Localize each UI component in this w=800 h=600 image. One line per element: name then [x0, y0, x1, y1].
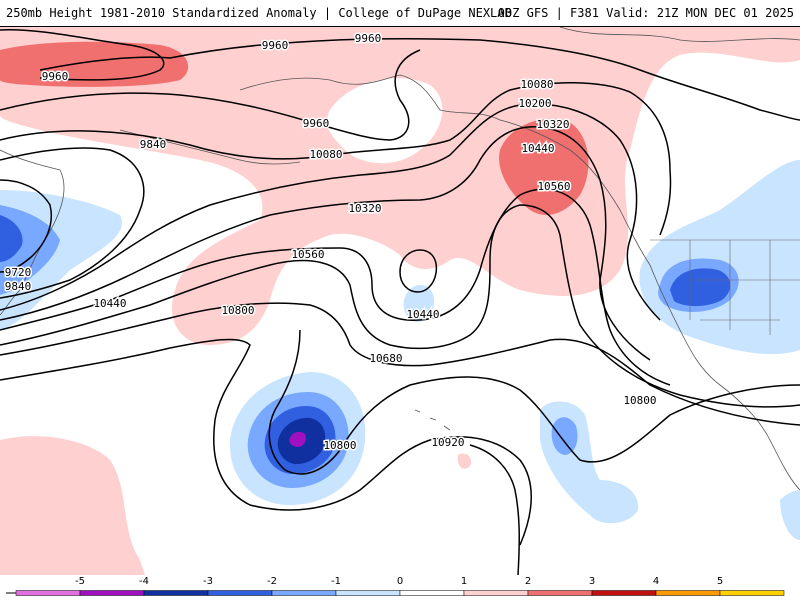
border-states-west: [689, 240, 800, 335]
legend-swatch: [527, 590, 593, 596]
legend-tick-label: 4: [653, 576, 659, 587]
contour-label: 10560: [291, 248, 324, 261]
contour-label: 9720: [5, 266, 32, 279]
coastline-alaska: [239, 74, 651, 266]
legend-colorbar: -5 -4 -3 -2 -1 0 1 2 3 4 5: [6, 576, 785, 596]
contour-label: 10200: [518, 97, 551, 110]
coastline-canada-north: [559, 27, 800, 42]
anomaly-neg-east-mid: [551, 417, 578, 455]
anomaly-neg-us-dark: [670, 268, 731, 307]
valid-time-title: 00Z GFS | F381 Valid: 21Z MON DEC 01 202…: [497, 6, 794, 20]
anomaly-pos-canada-core: [499, 118, 589, 215]
legend-swatch: [143, 590, 209, 596]
contour-label: 9960: [262, 39, 289, 52]
legend-swatch: [399, 590, 465, 596]
anomaly-neg-central-core: [289, 431, 307, 447]
coastline-west-us: [649, 264, 800, 491]
anomaly-pos-north-white-hole: [326, 78, 443, 164]
legend-swatch: [591, 590, 657, 596]
contour-10440: [0, 188, 671, 386]
contour-label: 9960: [303, 117, 330, 130]
contour-label: 10800: [221, 304, 254, 317]
anomaly-pos-south: [0, 436, 145, 575]
legend-tick-label: 0: [397, 576, 403, 587]
legend-tick-label: 2: [525, 576, 531, 587]
contour-label: 10080: [309, 148, 342, 161]
header-bar: 250mb Height 1981-2010 Standardized Anom…: [0, 0, 800, 27]
contour-label: 10440: [93, 297, 126, 310]
contour-9960-alaska-low: [0, 29, 165, 81]
contour-10200: [0, 103, 661, 321]
legend-swatch: [335, 590, 401, 596]
hawaii-islands: [414, 409, 451, 431]
contour-10560: [0, 204, 800, 408]
contour-label: 10800: [323, 439, 356, 452]
contour-label: 10440: [521, 142, 554, 155]
contour-9720: [0, 179, 52, 273]
legend-swatch: [79, 590, 145, 596]
map-panel: 9960 9960 9960 9960 9840 9720 9840 10080…: [0, 27, 800, 575]
legend-swatch: [655, 590, 721, 596]
legend-swatch: [719, 590, 785, 596]
anomaly-neg-south-light: [780, 490, 800, 540]
anomaly-neg-pocket: [403, 285, 435, 322]
contour-10920: [469, 444, 520, 575]
contour-label: 10800: [623, 394, 656, 407]
contour-9840: [0, 147, 145, 299]
contour-label: 9840: [140, 138, 167, 151]
anomaly-neg-us-light: [639, 160, 800, 355]
legend-tick-label: 5: [717, 576, 723, 587]
contour-10800-east: [268, 329, 800, 475]
legend-tick-label: -2: [267, 576, 277, 587]
legend-swatch: [463, 590, 529, 596]
legend-tick-label: -4: [139, 576, 149, 587]
anomaly-pos-hawaii: [457, 453, 472, 469]
legend-ticks: -5 -4 -3 -2 -1 0 1 2 3 4 5: [75, 576, 723, 587]
contour-label: 10560: [537, 180, 570, 193]
contour-label: 10320: [536, 118, 569, 131]
contour-10680: [0, 302, 800, 426]
contour-label: 10080: [520, 78, 553, 91]
contour-label: 10320: [348, 202, 381, 215]
contour-10080: [0, 82, 672, 236]
legend-swatches: [6, 590, 785, 596]
contour-10320: [0, 126, 651, 361]
anomaly-map: 9960 9960 9960 9960 9840 9720 9840 10080…: [0, 27, 800, 575]
legend-tick-label: 1: [461, 576, 467, 587]
legend-tick-label: 3: [589, 576, 595, 587]
contour-label: 10680: [369, 352, 402, 365]
legend-swatch: [15, 590, 81, 596]
contour-label: 9960: [355, 32, 382, 45]
product-title: 250mb Height 1981-2010 Standardized Anom…: [6, 6, 512, 20]
legend-tick-label: -3: [203, 576, 213, 587]
contour-label: 10440: [406, 308, 439, 321]
legend-swatch: [207, 590, 273, 596]
contour-labels: 9960 9960 9960 9960 9840 9720 9840 10080…: [3, 31, 658, 454]
contour-10440-loop: [399, 249, 438, 293]
contour-10800-west: [0, 338, 532, 546]
legend-tick-label: -5: [75, 576, 85, 587]
legend-tick-label: -1: [331, 576, 341, 587]
contour-9960-north: [39, 37, 800, 121]
contour-label: 10920: [431, 436, 464, 449]
anomaly-neg-west-dark: [0, 215, 23, 262]
state-borders: [650, 239, 800, 335]
contour-9960-bering: [0, 49, 421, 141]
contour-label: 9960: [42, 70, 69, 83]
legend-bar: -5 -4 -3 -2 -1 0 1 2 3 4 5: [0, 575, 800, 600]
contour-label: 9840: [5, 280, 32, 293]
legend-swatch: [271, 590, 337, 596]
height-contours: [0, 29, 800, 575]
